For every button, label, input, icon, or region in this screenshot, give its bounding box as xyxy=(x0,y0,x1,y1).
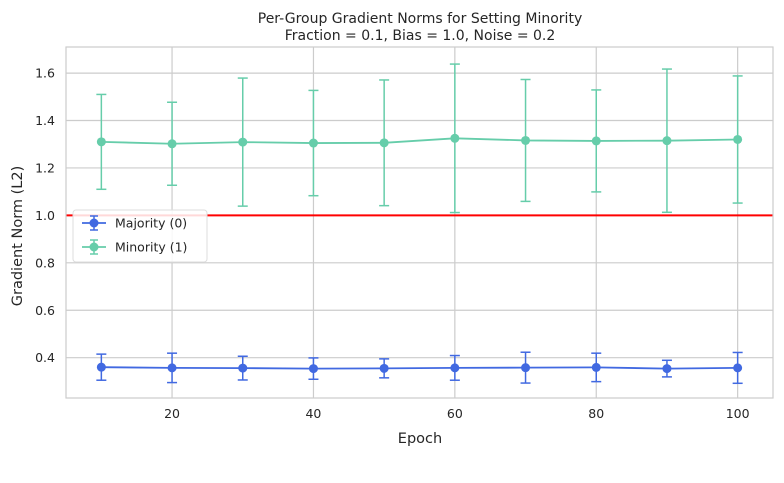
data-point xyxy=(591,362,601,372)
x-tick-label: 100 xyxy=(726,406,750,421)
series-layer xyxy=(96,63,743,385)
y-tick-label: 1.0 xyxy=(35,208,55,223)
legend-box xyxy=(72,209,208,263)
y-tick-label: 1.6 xyxy=(35,66,55,81)
data-point xyxy=(662,136,672,146)
legend-label: Majority (0) xyxy=(115,216,187,231)
series-0 xyxy=(96,351,743,385)
chart-subtitle: Fraction = 0.1, Bias = 1.0, Noise = 0.2 xyxy=(285,28,556,44)
plot-frame xyxy=(65,46,774,399)
tick-labels: 20 40 60 80 100 0.4 0.6 0.8 1.0 1.2 1.4 1.6 xyxy=(35,66,750,421)
series-line xyxy=(101,137,738,145)
data-point xyxy=(521,135,531,145)
data-point xyxy=(733,363,743,373)
chart-title: Per-Group Gradient Norms for Setting Min… xyxy=(258,11,582,27)
y-tick-label: 0.4 xyxy=(35,350,55,365)
data-point xyxy=(96,137,106,147)
data-point xyxy=(238,137,248,147)
y-tick-label: 0.6 xyxy=(35,303,55,318)
series-1 xyxy=(96,63,743,214)
data-point xyxy=(521,363,531,373)
y-tick-label: 0.8 xyxy=(35,255,55,270)
data-point xyxy=(379,363,389,373)
data-point xyxy=(733,134,743,144)
data-point xyxy=(238,363,248,373)
x-axis-label: Epoch xyxy=(398,431,442,447)
y-tick-label: 1.2 xyxy=(35,160,55,175)
x-tick-label: 60 xyxy=(447,406,463,421)
data-point xyxy=(450,363,460,373)
data-point xyxy=(167,139,177,149)
series-line xyxy=(101,366,738,370)
data-point xyxy=(591,136,601,146)
legend-label: Minority (1) xyxy=(115,240,187,255)
y-tick-label: 1.4 xyxy=(35,113,55,128)
data-point xyxy=(379,138,389,148)
data-point xyxy=(308,138,318,148)
x-tick-label: 20 xyxy=(164,406,180,421)
legend: Majority (0) Minority (1) xyxy=(72,209,208,263)
x-tick-label: 80 xyxy=(588,406,604,421)
data-point xyxy=(662,364,672,374)
x-tick-label: 40 xyxy=(305,406,321,421)
legend-marker xyxy=(89,218,99,228)
data-point xyxy=(167,363,177,373)
data-point xyxy=(96,362,106,372)
y-axis-label: Gradient Norm (L2) xyxy=(10,166,26,307)
legend-marker xyxy=(89,242,99,252)
data-point xyxy=(308,364,318,374)
data-point xyxy=(450,133,460,143)
